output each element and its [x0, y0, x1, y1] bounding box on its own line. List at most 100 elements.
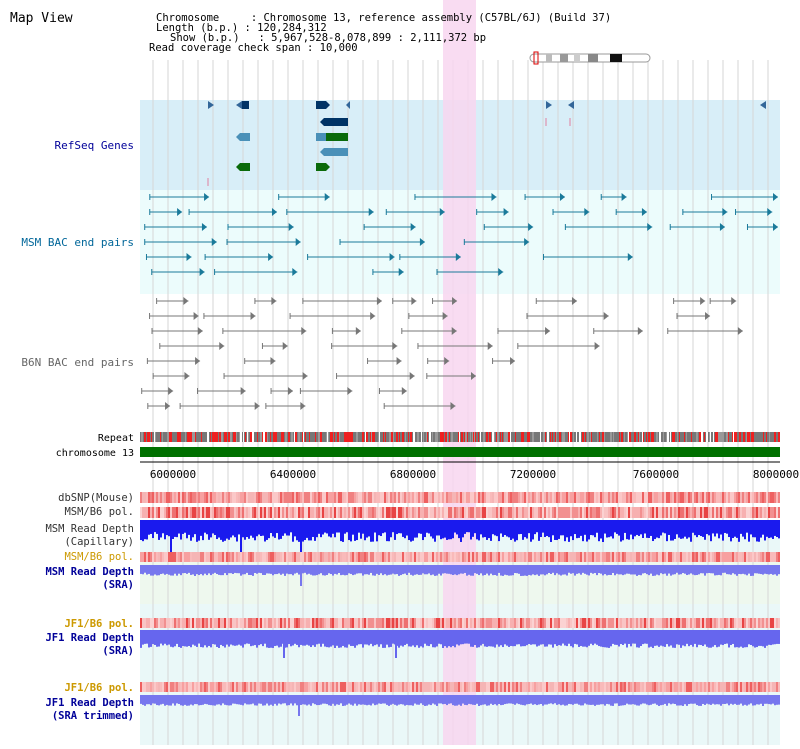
- heat-cell: [746, 492, 748, 503]
- depth-bar: [712, 565, 714, 574]
- heat-cell: [254, 552, 256, 562]
- depth-bar: [466, 630, 468, 644]
- chromosome-bar[interactable]: [140, 447, 780, 457]
- heat-cell: [564, 682, 566, 692]
- depth-bar: [200, 695, 202, 706]
- heat-cell: [440, 682, 442, 692]
- depth-bar: [606, 695, 608, 704]
- heat-cell: [668, 618, 670, 628]
- heat-cell: [638, 682, 640, 692]
- depth-bar: [292, 630, 294, 646]
- heat-cell: [410, 507, 412, 518]
- depth-bar: [364, 520, 366, 541]
- bac-end-arrow: [700, 297, 706, 305]
- heat-cell: [414, 682, 416, 692]
- depth-bar: [754, 565, 756, 574]
- bac-end-arrow: [201, 223, 207, 231]
- depth-bar: [684, 695, 686, 705]
- heat-cell: [174, 552, 176, 562]
- heat-cell: [766, 507, 768, 518]
- depth-bar: [448, 520, 450, 540]
- depth-bar: [580, 520, 582, 536]
- heat-cell: [382, 507, 384, 518]
- depth-bar: [180, 630, 182, 648]
- heat-cell: [462, 682, 464, 692]
- depth-bar: [230, 630, 232, 645]
- depth-bar: [338, 520, 340, 533]
- depth-bar: [734, 565, 736, 575]
- repeat-mark: [672, 432, 673, 442]
- heat-cell: [496, 682, 498, 692]
- depth-bar: [186, 565, 188, 574]
- heat-cell: [438, 492, 440, 503]
- depth-bar: [614, 565, 616, 576]
- depth-bar: [316, 565, 318, 576]
- heat-cell: [354, 552, 356, 562]
- heat-cell: [514, 682, 516, 692]
- heat-cell: [266, 618, 268, 628]
- heat-cell: [184, 492, 186, 503]
- msm-bac-track[interactable]: [144, 193, 778, 276]
- heat-cell: [234, 618, 236, 628]
- b6n-bac-track[interactable]: [141, 297, 743, 410]
- heat-cell: [374, 618, 376, 628]
- repeat-mark: [667, 432, 669, 442]
- heat-cell: [748, 552, 750, 562]
- heat-cell: [140, 552, 142, 562]
- bac-end-arrow: [204, 193, 210, 201]
- depth-bar: [578, 565, 580, 574]
- depth-bar: [502, 630, 504, 648]
- heat-cell: [180, 682, 182, 692]
- heat-cell: [636, 492, 638, 503]
- depth-bar: [284, 695, 286, 704]
- heat-cell: [250, 492, 252, 503]
- heat-cell: [230, 492, 232, 503]
- heat-cell: [350, 682, 352, 692]
- heat-cell: [364, 682, 366, 692]
- depth-bar: [244, 695, 246, 704]
- heat-cell: [570, 492, 572, 503]
- heat-cell: [722, 492, 724, 503]
- heat-cell: [730, 618, 732, 628]
- heat-cell: [460, 618, 462, 628]
- heat-cell: [546, 507, 548, 518]
- heat-cell: [568, 618, 570, 628]
- repeat-mark: [480, 432, 481, 442]
- heat-cell: [538, 682, 540, 692]
- depth-bar: [698, 565, 700, 575]
- heat-cell: [310, 618, 312, 628]
- heat-cell: [744, 552, 746, 562]
- depth-bar: [584, 520, 586, 535]
- heat-cell: [546, 492, 548, 503]
- depth-bar: [198, 630, 200, 644]
- depth-bar: [378, 520, 380, 536]
- heat-cell: [614, 618, 616, 628]
- depth-bar: [668, 565, 670, 574]
- depth-bar: [698, 695, 700, 706]
- depth-bar: [560, 695, 562, 706]
- bac-end-arrow: [641, 208, 647, 216]
- heat-cell: [346, 552, 348, 562]
- bac-end-arrow: [524, 238, 530, 246]
- depth-bar: [286, 630, 288, 648]
- depth-bar: [590, 520, 592, 536]
- heat-cell: [738, 618, 740, 628]
- heat-cell: [578, 682, 580, 692]
- heat-cell: [158, 507, 160, 518]
- depth-bar: [498, 695, 500, 705]
- heat-cell: [482, 682, 484, 692]
- repeat-mark: [169, 432, 170, 442]
- refseq-genes-track[interactable]: [207, 101, 766, 186]
- heat-cell: [634, 682, 636, 692]
- chromosome-ideogram[interactable]: [529, 51, 651, 65]
- repeat-mark: [696, 432, 698, 442]
- heat-cell: [616, 552, 618, 562]
- heat-cell: [692, 552, 694, 562]
- repeat-mark: [763, 432, 764, 442]
- heat-cell: [256, 492, 258, 503]
- heat-cell: [280, 682, 282, 692]
- heat-cell: [610, 682, 612, 692]
- repeat-mark: [748, 432, 750, 442]
- depth-bar: [140, 630, 142, 648]
- heat-cell: [534, 507, 536, 518]
